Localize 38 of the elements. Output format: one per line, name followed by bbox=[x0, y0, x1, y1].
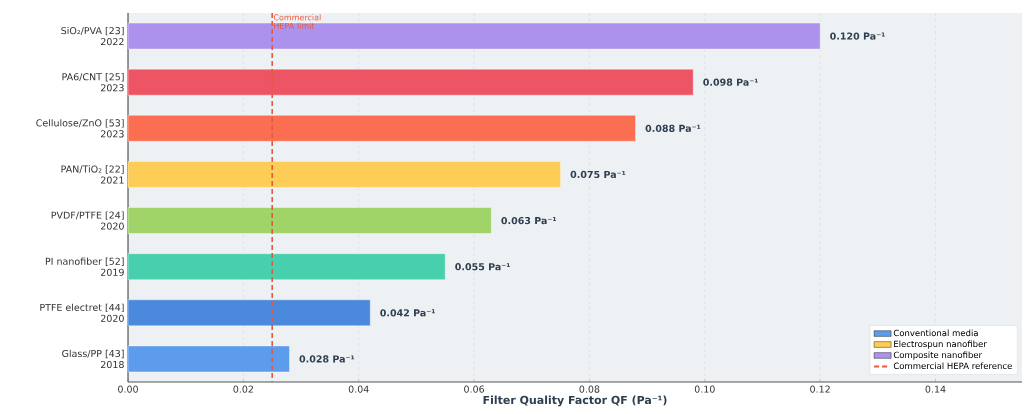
x-axis-title: Filter Quality Factor QF (Pa⁻¹) bbox=[483, 395, 667, 407]
bar bbox=[127, 161, 561, 188]
data-label: 0.055 Pa⁻¹ bbox=[455, 263, 510, 271]
x-tick-label: 0.14 bbox=[925, 385, 946, 393]
x-tick-label: 0.08 bbox=[579, 385, 600, 393]
ref-line-label: Commercial HEPA limit bbox=[273, 14, 321, 29]
bar bbox=[127, 115, 636, 142]
data-label: 0.042 Pa⁻¹ bbox=[380, 309, 435, 317]
y-tick-label: SiO₂/PVA [23] 2022 bbox=[61, 26, 124, 46]
legend-label: Composite nanofiber bbox=[893, 351, 983, 360]
x-tick-label: 0.04 bbox=[348, 385, 369, 393]
legend-label: Conventional media bbox=[893, 329, 978, 337]
y-tick-label: PAN/TiO₂ [22] 2021 bbox=[61, 165, 124, 184]
x-tick-label: 0.00 bbox=[118, 385, 138, 393]
x-tick-label: 0.02 bbox=[233, 385, 253, 393]
data-label: 0.098 Pa⁻¹ bbox=[703, 78, 758, 86]
legend-label: Electrospun nanofiber bbox=[894, 340, 987, 349]
y-tick-label: Glass/PP [43] 2018 bbox=[62, 349, 124, 369]
bar bbox=[127, 22, 821, 50]
data-label: 0.075 Pa⁻¹ bbox=[570, 170, 626, 179]
y-tick-label: PTFE electret [44] 2020 bbox=[40, 303, 124, 322]
bar bbox=[127, 253, 446, 280]
bar bbox=[127, 68, 694, 96]
y-tick-label: Cellulose/ZnO [53] 2023 bbox=[36, 119, 124, 138]
y-tick-label: PVDF/PTFE [24] 2020 bbox=[51, 211, 124, 230]
bar bbox=[127, 345, 290, 373]
x-tick-label: 0.10 bbox=[694, 385, 715, 393]
bar bbox=[127, 207, 492, 234]
data-label: 0.120 Pa⁻¹ bbox=[830, 32, 885, 40]
data-label: 0.088 Pa⁻¹ bbox=[645, 124, 701, 132]
annotation: Commercial HEPA reference bbox=[893, 362, 1012, 370]
data-label: 0.063 Pa⁻¹ bbox=[501, 216, 557, 225]
y-tick-label: PI nanofiber [52] 2019 bbox=[45, 257, 124, 276]
x-tick-label: 0.06 bbox=[464, 385, 485, 393]
data-label: 0.028 Pa⁻¹ bbox=[299, 355, 355, 363]
bar bbox=[127, 299, 371, 327]
x-tick-label: 0.12 bbox=[810, 385, 830, 393]
y-tick-label: PA6/CNT [25] 2023 bbox=[62, 73, 124, 92]
